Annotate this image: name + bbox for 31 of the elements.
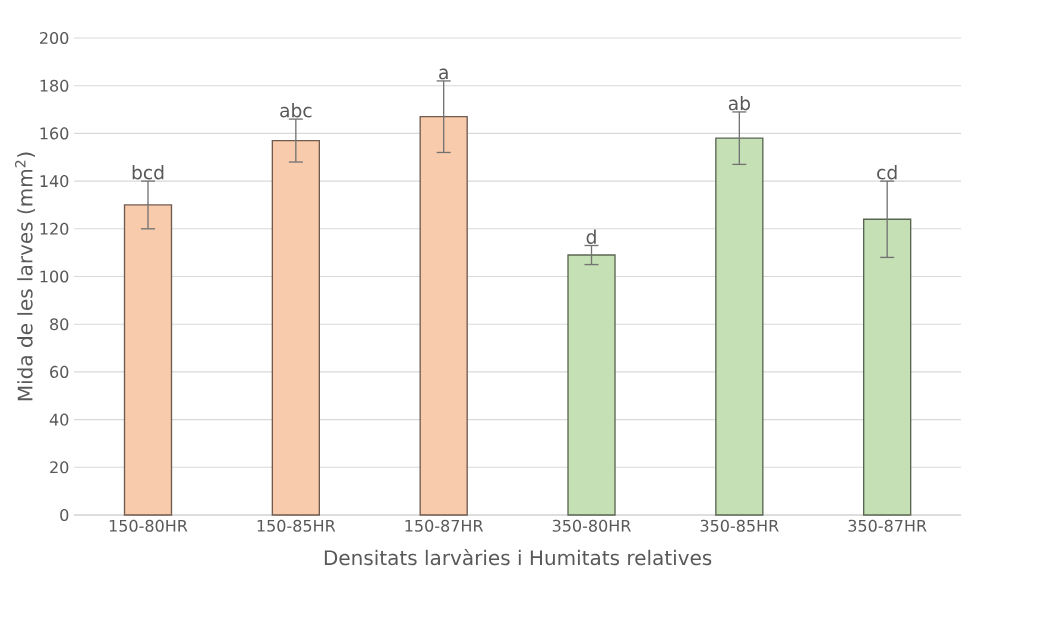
bar xyxy=(419,116,468,516)
x-axis-title: Densitats larvàries i Humitats relatives xyxy=(324,548,712,566)
annotation: cd xyxy=(877,165,897,180)
x-tick-label: 350-87HR xyxy=(848,519,927,532)
annotation: bcd xyxy=(132,165,164,180)
bar xyxy=(567,254,616,516)
y-tick-label: 100 xyxy=(40,270,69,283)
x-tick-label: 350-85HR xyxy=(700,519,779,532)
y-tick-label: 60 xyxy=(50,365,69,378)
y-tick-label: 180 xyxy=(40,79,69,92)
x-tick-label: 150-80HR xyxy=(109,519,188,532)
bar xyxy=(123,204,173,516)
y-axis-title: Mida de les larves (mm$^{2}$) xyxy=(15,152,36,401)
x-tick-label: 150-87HR xyxy=(405,519,484,532)
annotation: d xyxy=(586,229,596,244)
y-tick-label: 160 xyxy=(40,127,69,140)
x-tick-label: 350-80HR xyxy=(552,519,631,532)
bar xyxy=(271,139,321,516)
y-tick-label: 0 xyxy=(60,508,69,522)
annotation: abc xyxy=(280,103,312,118)
annotation: ab xyxy=(728,95,750,111)
y-tick-label: 80 xyxy=(50,318,69,331)
y-tick-label: 40 xyxy=(49,413,69,426)
y-tick-label: 200 xyxy=(40,31,69,45)
y-tick-label: 120 xyxy=(40,222,69,235)
bar xyxy=(863,218,912,516)
y-tick-label: 20 xyxy=(50,461,69,474)
y-tick-label: 140 xyxy=(40,175,69,188)
bar xyxy=(715,137,764,516)
x-tick-label: 150-85HR xyxy=(257,519,336,532)
annotation: a xyxy=(439,68,448,80)
